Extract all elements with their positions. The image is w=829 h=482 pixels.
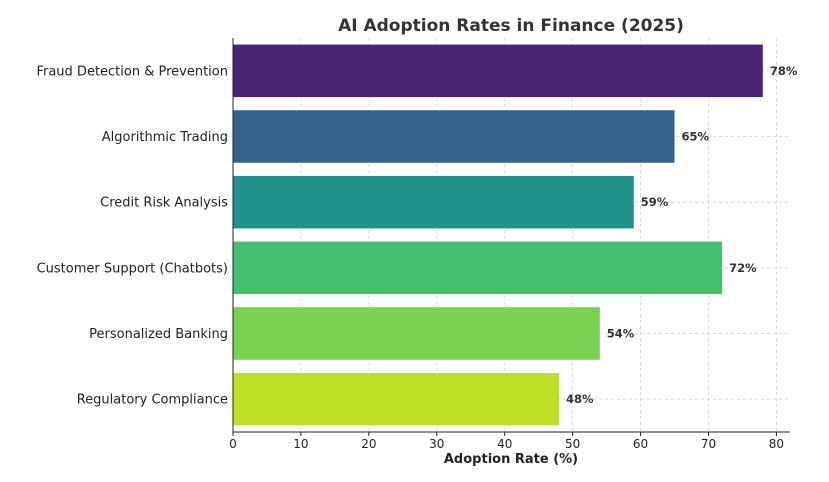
bar xyxy=(233,372,560,426)
category-label: Credit Risk Analysis xyxy=(100,196,228,211)
bar-value-label: 65% xyxy=(682,130,710,144)
category-label: Customer Support (Chatbots) xyxy=(37,261,228,276)
category-labels: Fraud Detection & Prevention Algorithmic … xyxy=(36,64,228,407)
bar xyxy=(233,241,723,295)
x-tick-label: 40 xyxy=(497,437,512,451)
category-label: Fraud Detection & Prevention xyxy=(36,64,228,79)
x-tick-label: 30 xyxy=(429,437,444,451)
x-tick-label: 10 xyxy=(293,437,308,451)
axes xyxy=(232,38,790,436)
category-label: Personalized Banking xyxy=(89,327,228,342)
bar xyxy=(233,175,634,229)
x-tick-label: 0 xyxy=(229,437,237,451)
bar xyxy=(233,110,675,163)
x-axis-label: Adoption Rate (%) xyxy=(444,452,578,467)
bar-value-label: 54% xyxy=(607,327,635,341)
x-tick-labels: 0 10 20 30 40 50 60 70 80 xyxy=(229,437,784,451)
x-tick-label: 60 xyxy=(633,437,648,451)
category-label: Regulatory Compliance xyxy=(77,393,228,408)
x-tick-label: 80 xyxy=(769,437,784,451)
bar-value-label: 48% xyxy=(566,392,594,406)
bar-value-label: 59% xyxy=(641,195,669,209)
x-tick-label: 70 xyxy=(701,437,716,451)
category-label: Algorithmic Trading xyxy=(102,130,228,145)
chart-title: AI Adoption Rates in Finance (2025) xyxy=(338,16,684,36)
bar xyxy=(233,307,600,360)
value-labels: 78% 65% 59% 72% 54% 48% xyxy=(566,64,798,406)
bar xyxy=(233,44,763,98)
x-tick-label: 20 xyxy=(361,437,376,451)
bar-value-label: 78% xyxy=(770,64,798,78)
bars xyxy=(233,44,763,426)
x-tick-label: 50 xyxy=(565,437,580,451)
bar-value-label: 72% xyxy=(729,261,757,275)
